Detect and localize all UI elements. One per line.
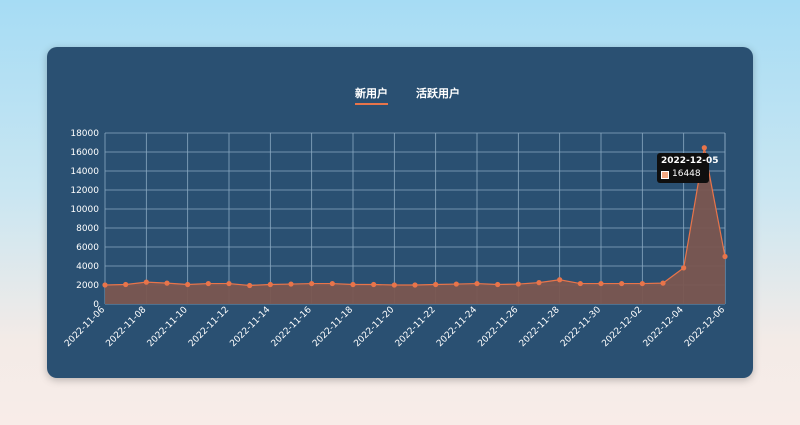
data-point[interactable] — [433, 281, 439, 288]
data-point[interactable] — [536, 280, 542, 286]
data-point[interactable] — [309, 280, 315, 287]
x-tick-label: 2022-11-08 — [104, 305, 148, 349]
y-tick-label: 12000 — [70, 186, 99, 196]
x-tick-label: 2022-11-20 — [352, 305, 396, 349]
data-point[interactable] — [619, 280, 625, 287]
chart-card: 新用户 活跃用户 0 2000 4000 6000 8000 10000 12000 1400… — [47, 47, 753, 378]
data-point[interactable] — [102, 282, 108, 288]
data-point[interactable] — [557, 277, 563, 283]
tooltip-value: 16448 — [672, 169, 701, 179]
tab-active-users[interactable]: 活跃用户 — [416, 87, 460, 100]
x-tick-label: 2022-12-06 — [683, 305, 727, 349]
y-tick-label: 16000 — [70, 148, 99, 158]
y-tick-label: 0 — [93, 300, 99, 310]
tooltip-color-swatch — [661, 170, 669, 179]
data-point[interactable] — [329, 280, 335, 287]
x-tick-label: 2022-11-26 — [476, 305, 520, 349]
chart-tooltip: 2022-12-05 16448 — [657, 153, 719, 183]
data-point[interactable] — [412, 282, 418, 288]
x-tick-label: 2022-11-14 — [228, 305, 272, 349]
x-tick-label: 2022-11-06 — [63, 305, 107, 349]
data-point[interactable] — [185, 281, 191, 288]
tab-new-users[interactable]: 新用户 — [355, 87, 388, 105]
y-tick-label: 8000 — [76, 224, 99, 234]
x-tick-label: 2022-11-12 — [187, 305, 231, 349]
x-tick-label: 2022-12-02 — [600, 305, 644, 349]
y-tick-label: 10000 — [70, 205, 99, 215]
data-point[interactable] — [267, 281, 273, 288]
x-tick-label: 2022-11-18 — [311, 305, 355, 349]
x-tick-label: 2022-12-04 — [642, 305, 686, 349]
data-point[interactable] — [164, 280, 170, 286]
x-tick-label: 2022-11-28 — [518, 305, 562, 349]
y-tick-label: 2000 — [76, 281, 99, 291]
data-point[interactable] — [371, 281, 377, 288]
data-point[interactable] — [205, 280, 211, 287]
tab-bar: 新用户 活跃用户 — [47, 85, 753, 105]
data-point[interactable] — [660, 280, 666, 286]
series-line — [104, 147, 726, 287]
y-tick-label: 14000 — [70, 167, 99, 177]
data-point[interactable] — [515, 281, 521, 287]
tooltip-value-row: 16448 — [661, 169, 705, 180]
y-tick-label: 6000 — [76, 243, 99, 253]
data-point[interactable] — [391, 282, 397, 288]
tooltip-date: 2022-12-05 — [661, 156, 719, 166]
data-point[interactable] — [495, 281, 501, 288]
data-point[interactable] — [123, 281, 129, 288]
x-tick-label: 2022-11-16 — [270, 305, 314, 349]
y-tick-label: 18000 — [70, 129, 99, 139]
area-chart: 0 2000 4000 6000 8000 10000 12000 14000 16000 180… — [63, 129, 728, 349]
x-tick-label: 2022-11-30 — [559, 305, 603, 349]
data-point[interactable] — [681, 265, 687, 271]
data-point[interactable] — [350, 281, 356, 288]
data-point[interactable] — [577, 280, 583, 287]
y-tick-label: 4000 — [76, 262, 99, 272]
data-point[interactable] — [226, 280, 232, 287]
data-point[interactable] — [474, 280, 480, 287]
data-point[interactable] — [701, 145, 707, 151]
x-tick-label: 2022-11-22 — [394, 305, 438, 349]
data-point[interactable] — [639, 280, 645, 287]
data-point[interactable] — [288, 281, 294, 287]
data-point[interactable] — [722, 253, 728, 260]
data-point[interactable] — [143, 279, 149, 285]
data-point[interactable] — [247, 282, 253, 289]
x-tick-label: 2022-11-10 — [146, 305, 190, 349]
data-point[interactable] — [598, 280, 604, 287]
series-area — [105, 147, 725, 304]
data-point[interactable] — [453, 281, 459, 287]
x-tick-label: 2022-11-24 — [435, 305, 479, 349]
